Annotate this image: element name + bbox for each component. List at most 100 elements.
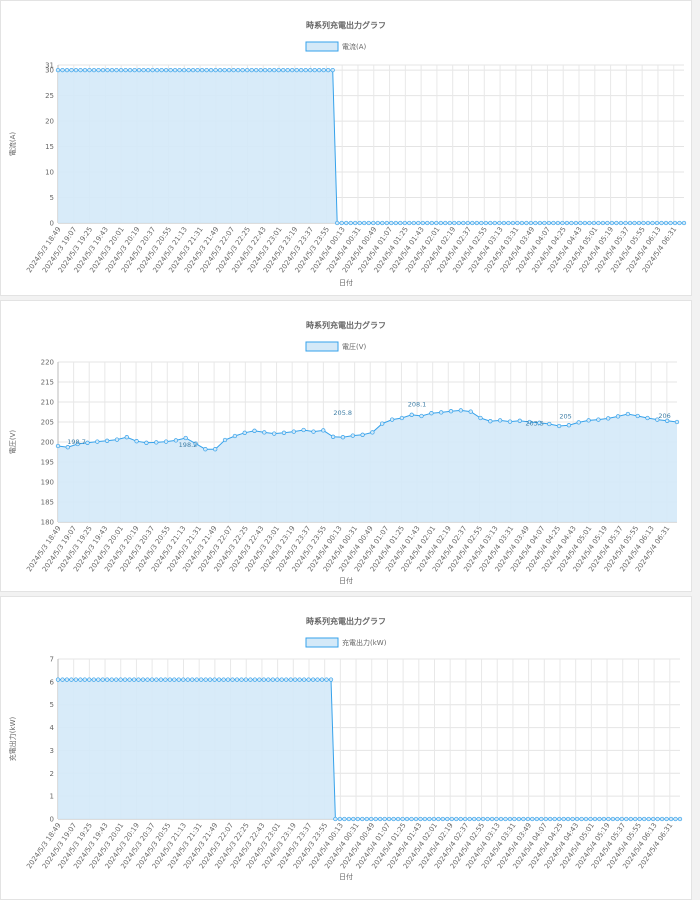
data-point [297, 677, 302, 682]
data-point [335, 220, 340, 226]
data-point [257, 677, 262, 682]
data-point [628, 816, 633, 822]
data-point [301, 677, 307, 682]
data-point [190, 677, 195, 682]
data-point [360, 432, 365, 437]
data-point [614, 220, 619, 226]
data-point [114, 677, 119, 682]
data-point [488, 419, 493, 424]
data-point [333, 816, 338, 822]
data-point [546, 220, 552, 226]
y-tick-label: 215 [41, 379, 54, 387]
data-point [183, 435, 188, 441]
data-point [348, 220, 353, 226]
data-point [371, 220, 376, 226]
legend-label: 電圧(V) [342, 343, 367, 351]
data-point [586, 418, 591, 423]
data-point [154, 440, 159, 445]
data-point [627, 220, 633, 226]
y-axis-title: 充電出力(kW) [8, 717, 17, 762]
data-point [438, 220, 443, 226]
data-point [555, 220, 561, 226]
data-points [55, 408, 680, 452]
data-point [315, 677, 320, 682]
data-point [252, 428, 257, 433]
data-point [317, 67, 322, 73]
data-points [55, 677, 683, 822]
data-point [543, 816, 548, 822]
data-point [655, 816, 660, 822]
data-point [195, 67, 200, 73]
data-point [145, 67, 151, 73]
y-tick-label: 15 [45, 143, 54, 151]
data-point [127, 677, 132, 682]
data-point [213, 447, 218, 452]
data-point [140, 677, 146, 682]
data-point [591, 220, 597, 226]
data-point [551, 220, 556, 226]
data-point [208, 67, 214, 73]
data-point [564, 220, 570, 226]
data-point [249, 67, 254, 73]
data-point [252, 677, 258, 682]
data-point [221, 677, 226, 682]
data-point [263, 67, 268, 73]
chart-panel-current: 時系列充電出力グラフ 電流(A) 0 5 10 15 20 25 30 31 2024/5/3 18… [0, 0, 692, 296]
data-label: 206 [658, 412, 670, 420]
data-point [574, 816, 580, 822]
data-point [212, 677, 217, 682]
data-point [650, 220, 655, 226]
data-point [275, 677, 280, 682]
data-point [456, 220, 461, 226]
data-point [262, 430, 267, 435]
data-point [400, 816, 405, 822]
data-point [82, 67, 88, 73]
data-point [418, 816, 423, 822]
data-point [419, 413, 424, 419]
y-tick-label: 200 [41, 439, 54, 447]
data-point [364, 816, 369, 822]
data-point [375, 220, 380, 226]
chart-title: 時系列充電出力グラフ [306, 320, 386, 330]
data-point [447, 220, 452, 226]
data-point [533, 220, 538, 226]
data-label: 198.2 [179, 441, 198, 449]
data-point [398, 220, 403, 226]
data-point [163, 67, 169, 73]
data-point [625, 411, 631, 417]
data-point [306, 677, 311, 682]
y-axis-title: 電流(A) [8, 132, 17, 157]
data-label: 205 [559, 412, 571, 420]
data-point [324, 677, 329, 682]
data-point [105, 677, 110, 682]
data-point [254, 67, 259, 73]
data-point [65, 445, 70, 450]
data-point [596, 220, 601, 226]
data-point [150, 67, 155, 73]
data-point [517, 418, 522, 423]
data-point [516, 816, 522, 822]
data-point [330, 434, 336, 439]
data-point [498, 816, 504, 822]
data-point [606, 416, 611, 421]
data-point [87, 677, 92, 682]
data-point [270, 677, 275, 682]
data-point [360, 816, 365, 822]
series-area [58, 70, 684, 223]
data-point [177, 67, 182, 73]
data-point [124, 435, 129, 440]
data-point [267, 67, 272, 73]
data-point [167, 677, 173, 682]
data-point [281, 67, 286, 73]
data-point [411, 220, 416, 226]
y-tick-label: 1 [50, 793, 54, 801]
data-point [633, 816, 638, 822]
data-point [474, 220, 479, 226]
data-point [434, 220, 439, 226]
data-point [141, 67, 146, 73]
data-point [73, 677, 79, 682]
data-point [78, 677, 83, 682]
data-point [420, 220, 425, 226]
data-point [429, 411, 434, 416]
